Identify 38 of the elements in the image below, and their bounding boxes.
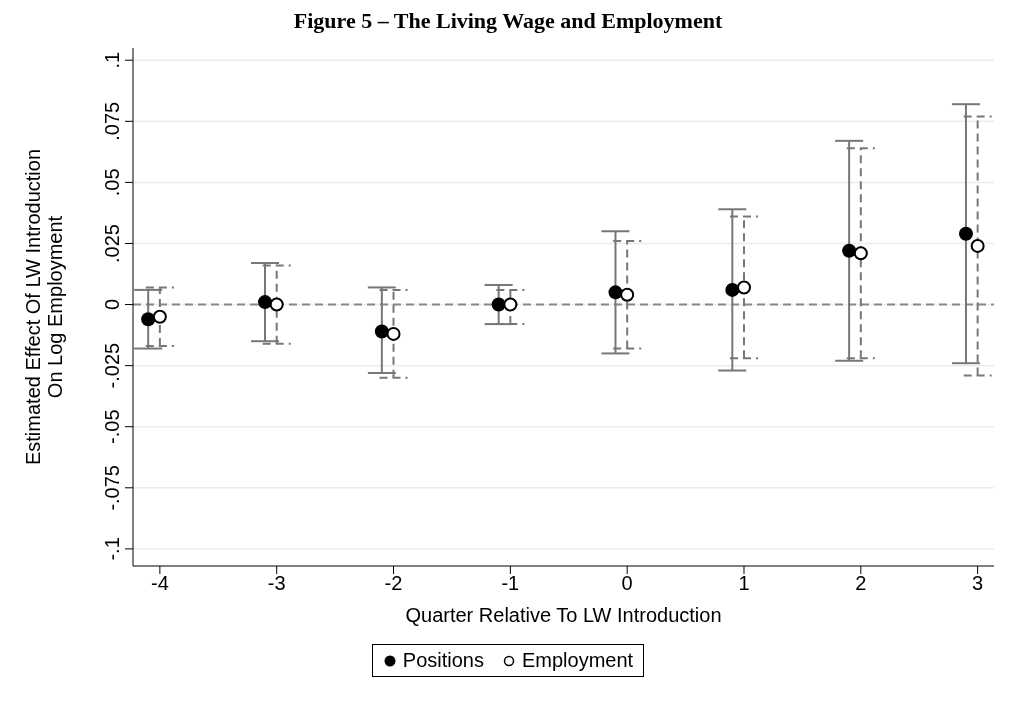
point [737,280,751,295]
x-tick-label: -3 [267,572,286,595]
point [258,295,273,310]
point [608,285,623,300]
x-tick-label: 1 [738,572,750,595]
point [503,297,518,312]
y-tick-label: .1 [101,51,123,69]
x-tick-label: 2 [855,572,867,595]
x-axis-title: Quarter Relative To LW Introduction [405,604,722,626]
x-tick-label: 3 [972,572,984,595]
point [269,297,284,312]
x-tick-label: -1 [501,572,520,595]
x-tick-label: 0 [621,572,633,595]
point [620,287,635,302]
y-tick-label: .075 [101,101,123,141]
chart-title: Figure 5 – The Living Wage and Employment [292,8,724,35]
legend-label: Employment [521,649,634,672]
point [725,282,740,297]
y-axis-title: Estimated Effect Of LW Introduction On Log Employment [22,148,66,466]
y-tick-label: -.05 [101,409,123,444]
y-tick-label: .05 [101,168,123,197]
x-tick-label: -4 [150,572,169,595]
y-tick-label: -.1 [101,537,123,561]
y-tick-label: -.025 [101,342,123,389]
point [141,312,156,327]
legend-label: Positions [401,649,484,672]
x-tick-label: -2 [384,572,403,595]
y-tick-label: .025 [101,224,123,263]
point [853,246,868,261]
point [842,243,857,258]
point [374,324,389,339]
point [386,326,401,341]
point [970,238,985,253]
point [152,309,167,324]
point [491,297,506,312]
y-tick-label: 0 [101,298,123,311]
point [958,226,973,241]
y-tick-label: -.075 [101,465,123,511]
